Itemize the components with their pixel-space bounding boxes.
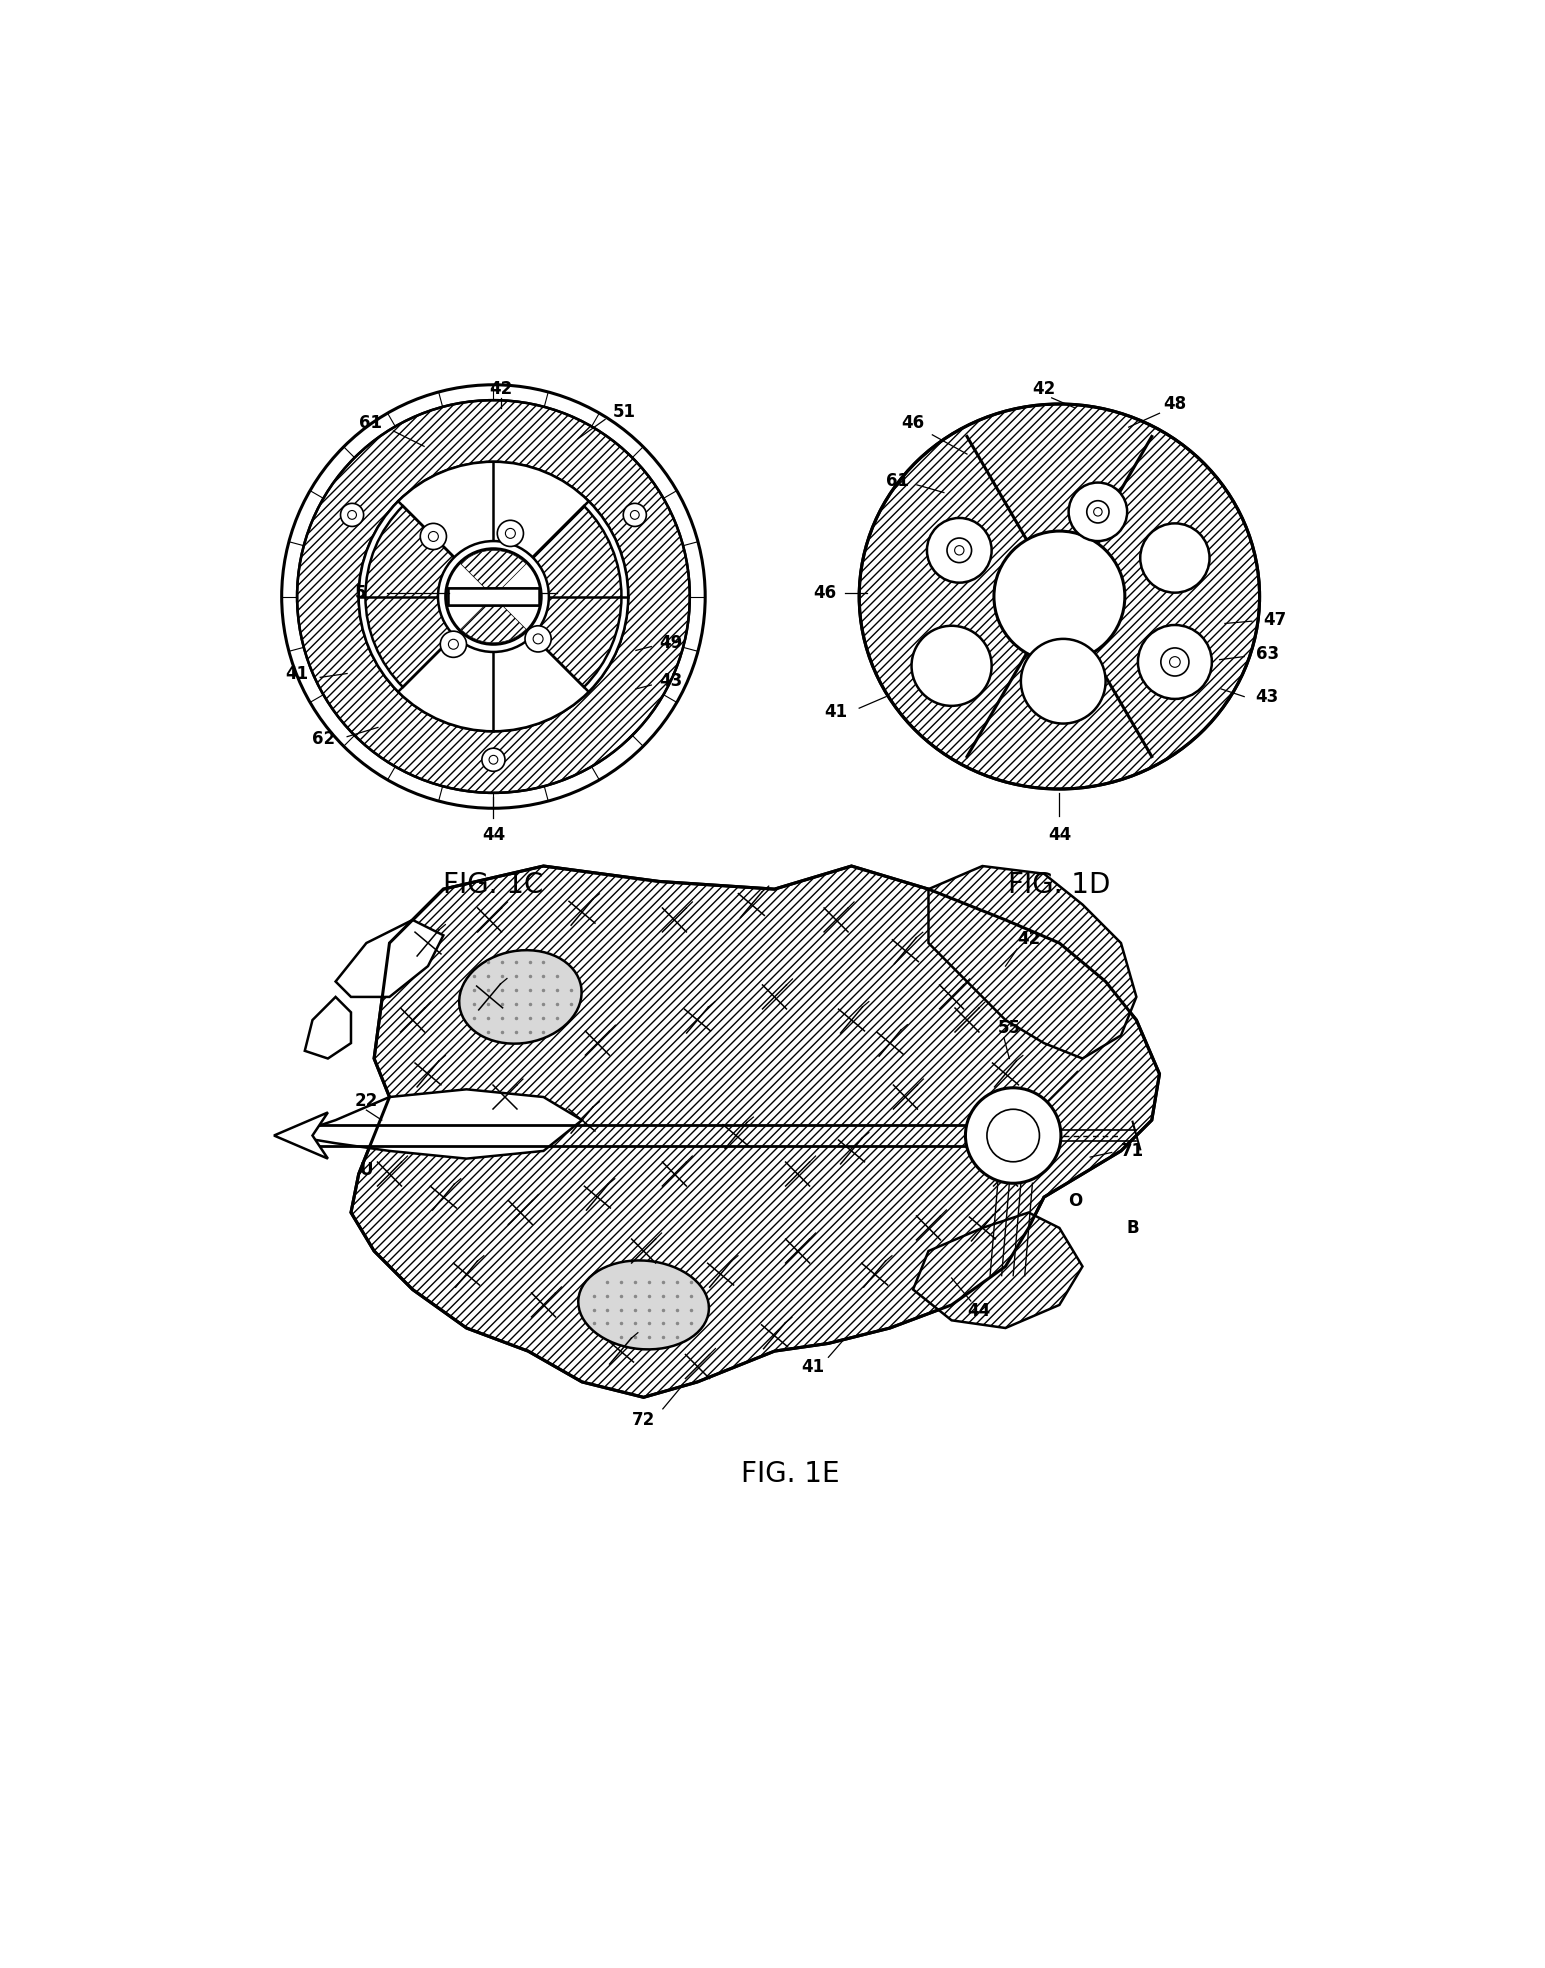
- Text: 54: 54: [562, 584, 586, 602]
- Polygon shape: [929, 866, 1137, 1059]
- Circle shape: [1140, 523, 1210, 592]
- Text: 43: 43: [1256, 687, 1279, 707]
- Text: 63: 63: [1256, 646, 1279, 663]
- Circle shape: [947, 537, 972, 563]
- Circle shape: [533, 634, 544, 644]
- Text: FIG. 1D: FIG. 1D: [1009, 872, 1111, 899]
- Text: 42: 42: [490, 380, 513, 398]
- Bar: [448, 588, 539, 604]
- Wedge shape: [366, 506, 493, 687]
- Text: 61: 61: [358, 415, 382, 433]
- Circle shape: [340, 504, 363, 527]
- Circle shape: [448, 640, 459, 649]
- Text: 49: 49: [658, 634, 683, 651]
- Circle shape: [482, 748, 505, 771]
- Circle shape: [505, 527, 516, 539]
- Ellipse shape: [459, 951, 581, 1043]
- Text: 72: 72: [632, 1411, 655, 1429]
- Circle shape: [490, 756, 497, 764]
- Wedge shape: [460, 596, 527, 644]
- Text: 44: 44: [482, 827, 505, 844]
- Circle shape: [358, 462, 629, 732]
- Circle shape: [993, 531, 1125, 661]
- Text: 44: 44: [1048, 827, 1071, 844]
- Text: 43: 43: [658, 673, 683, 691]
- Circle shape: [1094, 508, 1102, 516]
- Circle shape: [623, 504, 646, 527]
- Text: 51: 51: [613, 403, 637, 421]
- Text: 71: 71: [1122, 1141, 1145, 1159]
- Circle shape: [1069, 482, 1128, 541]
- Text: 61: 61: [887, 472, 908, 490]
- Polygon shape: [273, 1112, 328, 1159]
- Text: 42: 42: [1017, 931, 1040, 949]
- Text: 53: 53: [355, 584, 379, 602]
- Circle shape: [987, 1110, 1040, 1161]
- Circle shape: [428, 531, 439, 541]
- Circle shape: [1160, 647, 1190, 677]
- Text: B: B: [1126, 1218, 1139, 1238]
- Circle shape: [440, 632, 467, 657]
- Text: U: U: [360, 1161, 374, 1179]
- Circle shape: [912, 626, 992, 707]
- Text: 22: 22: [355, 1092, 379, 1110]
- Ellipse shape: [859, 403, 1259, 789]
- Wedge shape: [297, 400, 689, 793]
- Circle shape: [525, 626, 552, 651]
- Polygon shape: [351, 866, 1159, 1397]
- Ellipse shape: [578, 1260, 709, 1350]
- Circle shape: [1021, 640, 1106, 724]
- Wedge shape: [460, 551, 527, 596]
- Text: 41: 41: [286, 665, 309, 683]
- Circle shape: [927, 518, 992, 583]
- Circle shape: [1139, 626, 1211, 699]
- Text: 55: 55: [998, 1019, 1021, 1037]
- Text: 46: 46: [813, 584, 836, 602]
- Text: FIG. 1E: FIG. 1E: [740, 1460, 839, 1488]
- Circle shape: [437, 541, 548, 651]
- Wedge shape: [493, 506, 621, 687]
- Text: 46: 46: [902, 415, 924, 433]
- Circle shape: [281, 386, 705, 809]
- Text: 47: 47: [1264, 610, 1287, 628]
- Bar: [448, 588, 539, 604]
- Text: 42: 42: [1032, 380, 1055, 398]
- Circle shape: [630, 510, 640, 520]
- Text: 62: 62: [312, 730, 335, 748]
- Circle shape: [348, 510, 357, 520]
- Circle shape: [420, 523, 447, 549]
- Circle shape: [1086, 500, 1109, 523]
- Polygon shape: [289, 1090, 582, 1159]
- Text: 41: 41: [802, 1358, 825, 1376]
- Circle shape: [966, 1088, 1061, 1183]
- Polygon shape: [304, 998, 351, 1059]
- Circle shape: [445, 549, 541, 644]
- Text: O: O: [1068, 1193, 1082, 1210]
- Circle shape: [955, 545, 964, 555]
- Text: 44: 44: [967, 1303, 990, 1321]
- Polygon shape: [913, 1212, 1083, 1328]
- Circle shape: [1170, 657, 1180, 667]
- Text: 41: 41: [825, 703, 848, 720]
- Text: 48: 48: [1163, 396, 1187, 413]
- Polygon shape: [335, 919, 443, 998]
- Circle shape: [497, 520, 524, 547]
- Text: FIG. 1C: FIG. 1C: [443, 872, 544, 899]
